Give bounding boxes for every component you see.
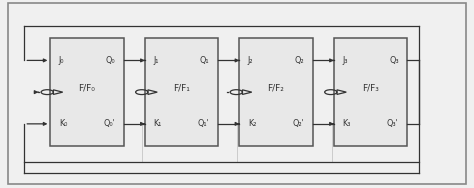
Text: J₀: J₀	[59, 56, 64, 65]
Bar	[145, 38, 218, 146]
Text: K₁: K₁	[154, 119, 162, 128]
Text: Q₁': Q₁'	[198, 119, 210, 128]
Text: J₁: J₁	[154, 56, 159, 65]
Text: J₂: J₂	[248, 56, 254, 65]
Bar	[239, 38, 313, 146]
Bar	[334, 38, 407, 146]
Text: Q₂': Q₂'	[292, 119, 304, 128]
Text: F/F₃: F/F₃	[362, 84, 379, 93]
Text: J₃: J₃	[342, 56, 348, 65]
Text: F/F₁: F/F₁	[173, 84, 190, 93]
Text: Q₁: Q₁	[200, 56, 210, 65]
Text: Q₀: Q₀	[105, 56, 115, 65]
Text: K₂: K₂	[248, 119, 256, 128]
Text: F/F₀: F/F₀	[79, 84, 95, 93]
Text: Q₂: Q₂	[294, 56, 304, 65]
Text: Q₃: Q₃	[389, 56, 399, 65]
Text: K₀: K₀	[59, 119, 67, 128]
Text: Q₀': Q₀'	[103, 119, 115, 128]
Text: K₃: K₃	[342, 119, 351, 128]
Text: Q₃': Q₃'	[387, 119, 399, 128]
Bar	[50, 38, 124, 146]
Text: F/F₂: F/F₂	[267, 84, 284, 93]
